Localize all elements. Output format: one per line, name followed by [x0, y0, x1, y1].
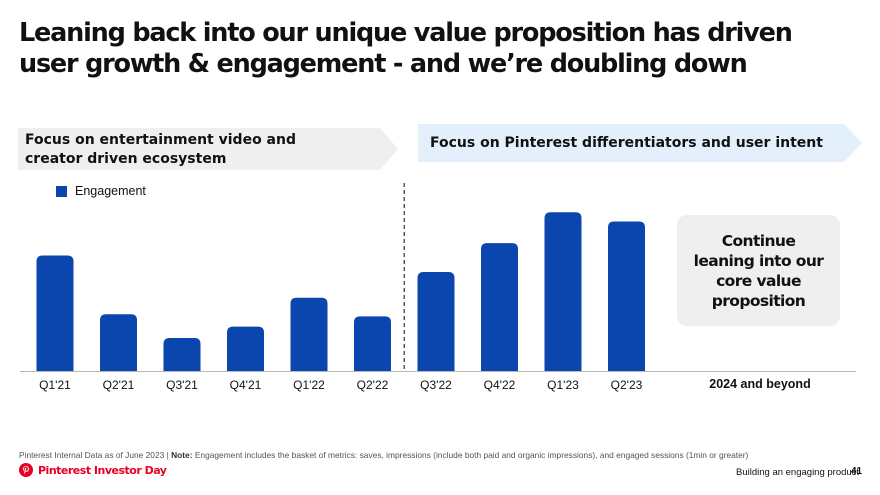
- footnote-source: Pinterest Internal Data as of June 2023 …: [19, 450, 172, 460]
- page-title: Leaning back into our unique value propo…: [19, 18, 793, 79]
- bar-Q4'22: [481, 243, 518, 371]
- x-tick-label: Q1'22: [293, 378, 325, 392]
- left-banner-fill: [18, 128, 398, 170]
- right-banner-arrow-shape: [418, 124, 862, 162]
- section-label: Building an engaging product: [736, 467, 860, 478]
- right-banner: Focus on Pinterest differentiators and u…: [418, 124, 862, 162]
- x-tick-label: Q4'22: [484, 378, 516, 392]
- footnote: Pinterest Internal Data as of June 2023 …: [19, 450, 859, 460]
- x-tick-label: Q2'22: [357, 378, 389, 392]
- x-tick-label: Q2'23: [611, 378, 643, 392]
- callout-box: Continue leaning into our core value pro…: [677, 215, 840, 326]
- footnote-note-label: Note:: [171, 450, 193, 460]
- bar-Q1'22: [290, 297, 328, 371]
- bar-Q2'21: [100, 314, 137, 371]
- left-banner: Focus on entertainment video and creator…: [18, 128, 398, 170]
- x-tick-label: Q4'21: [230, 378, 262, 392]
- brand-logo: Pinterest Investor Day: [19, 463, 167, 477]
- x-tick-label: Q1'21: [39, 378, 71, 392]
- legend-label: Engagement: [75, 184, 146, 198]
- legend-swatch: [56, 185, 67, 197]
- left-banner-arrow-shape: [18, 128, 398, 170]
- brand-text: Pinterest Investor Day: [38, 463, 167, 477]
- x-tick-label: Q1'23: [547, 378, 579, 392]
- bar-Q2'22: [354, 316, 391, 371]
- chart-legend: Engagement: [56, 184, 146, 198]
- left-banner-text: Focus on entertainment video and creator…: [25, 132, 296, 167]
- callout-text: Continue leaning into our core value pro…: [693, 231, 824, 310]
- x-tick-label: Q2'21: [103, 378, 135, 392]
- x-tick-label: Q3'22: [420, 378, 452, 392]
- right-banner-fill: [418, 124, 862, 162]
- pinterest-logo-icon: [19, 463, 33, 477]
- footnote-note: Engagement includes the basket of metric…: [192, 450, 749, 460]
- bar-Q1'21: [36, 255, 74, 371]
- bar-Q1'23: [544, 212, 582, 371]
- bar-Q2'23: [608, 221, 645, 371]
- bar-Q3'21: [163, 338, 201, 371]
- future-period-label: 2024 and beyond: [709, 377, 811, 391]
- x-tick-label: Q3'21: [166, 378, 198, 392]
- bar-Q3'22: [417, 272, 455, 371]
- page-number: 41: [851, 466, 863, 477]
- bar-Q4'21: [227, 326, 264, 371]
- right-banner-text: Focus on Pinterest differentiators and u…: [430, 135, 823, 151]
